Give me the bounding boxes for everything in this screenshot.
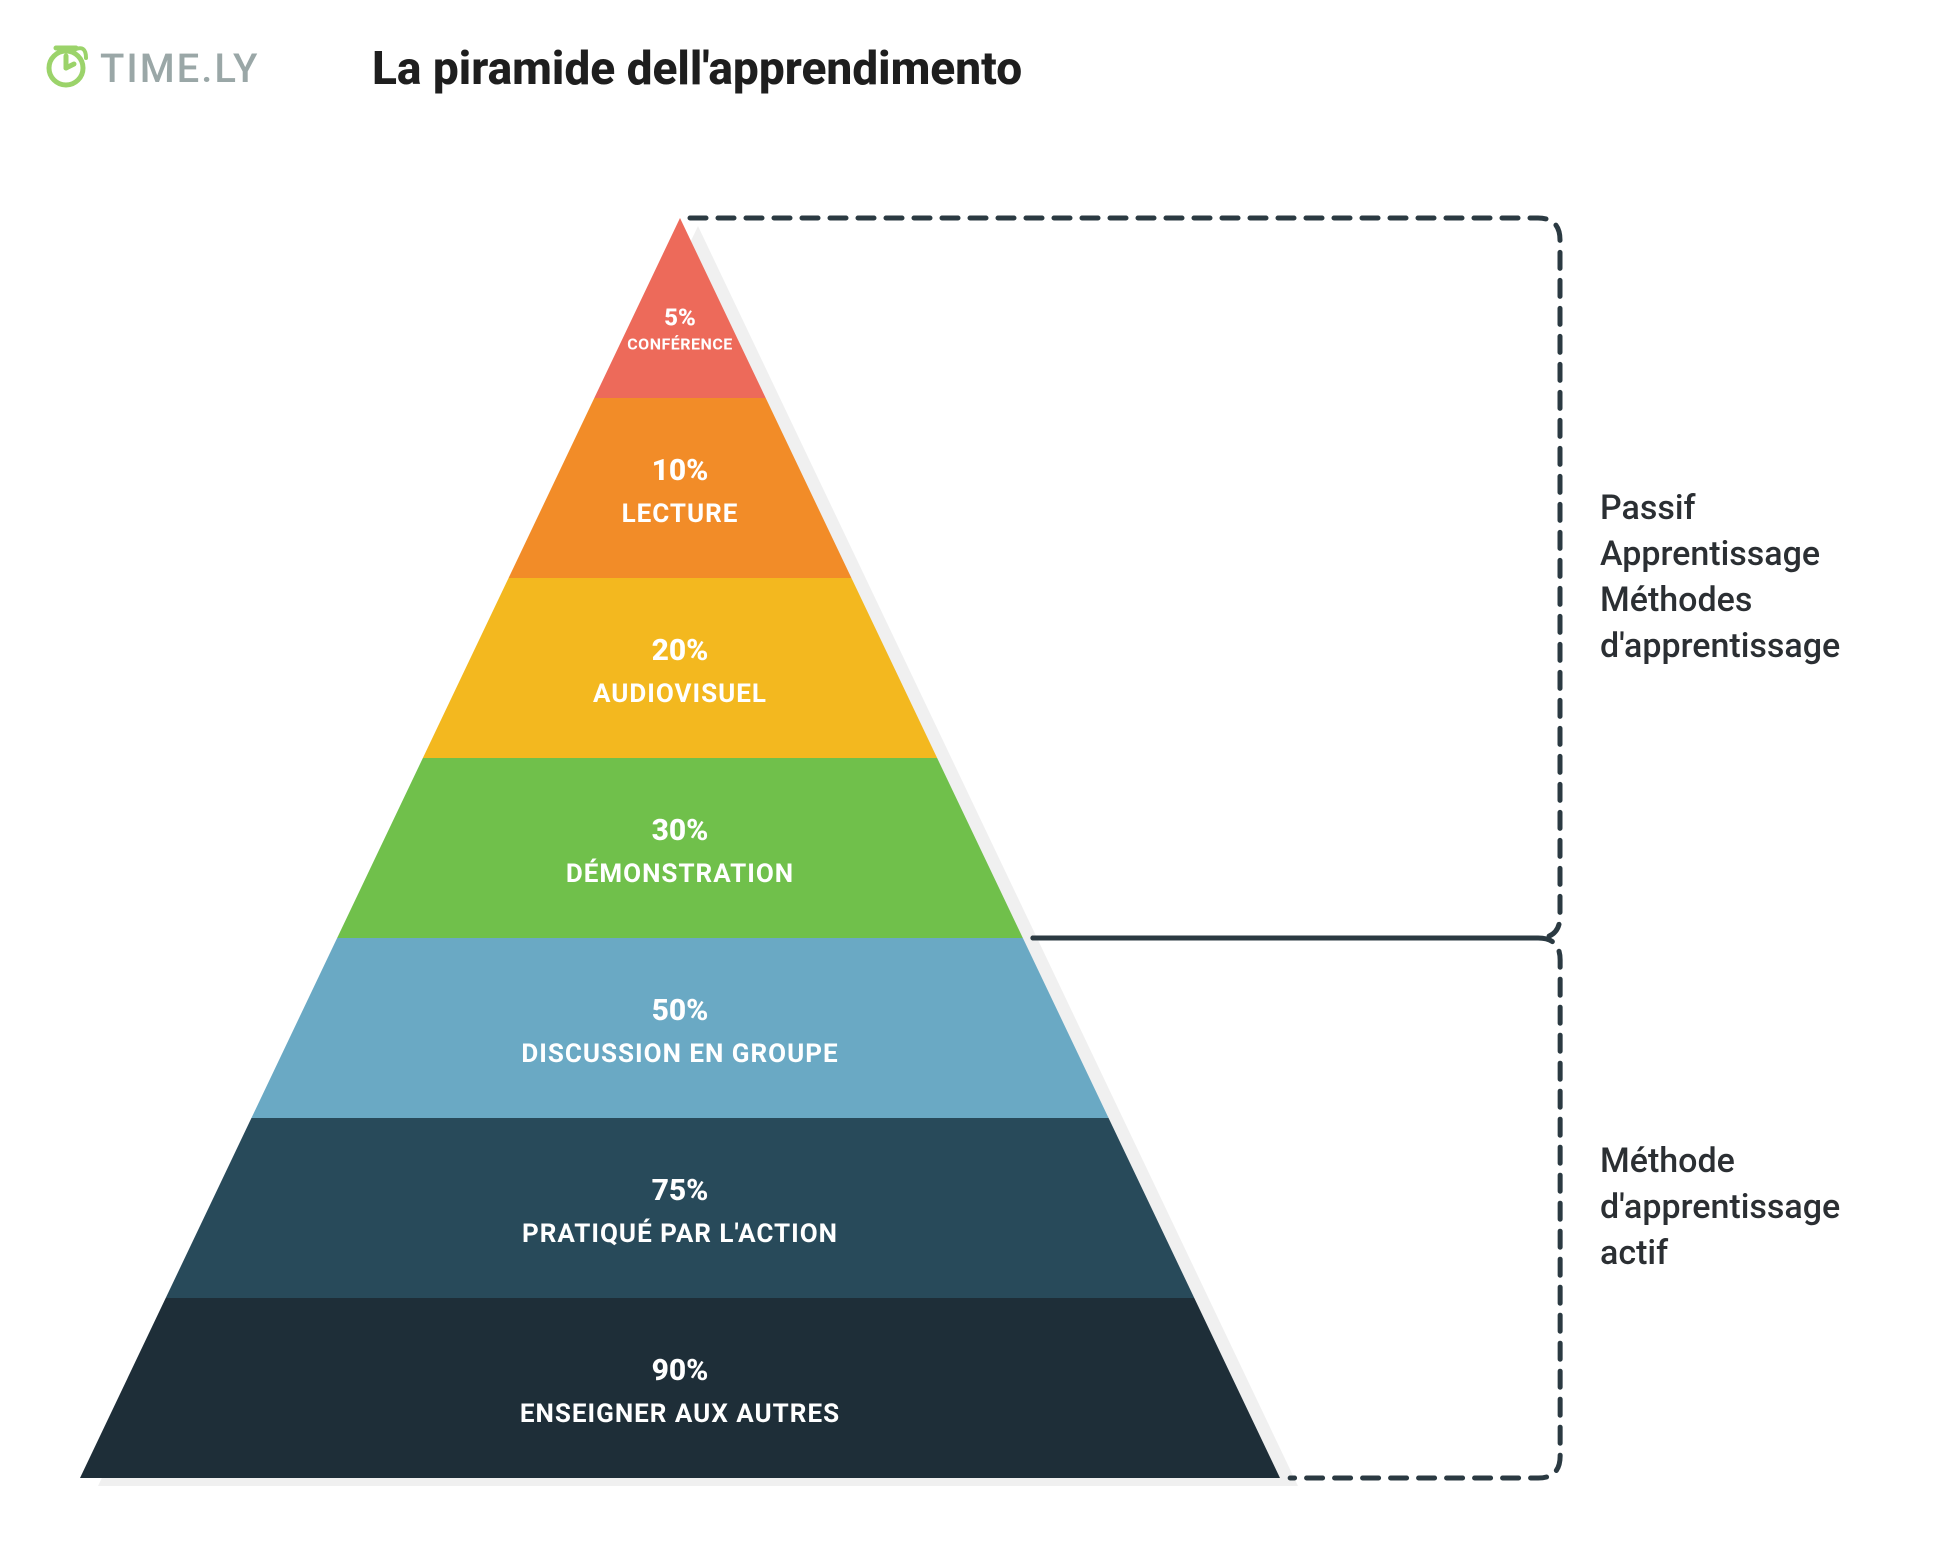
bracket-path [1033,938,1560,1478]
pyramid-layer [251,938,1108,1118]
bracket-label-line: d'apprentissage [1600,624,1840,670]
bracket-active-label: Méthoded'apprentissageactif [1600,1139,1840,1277]
layer-percent: 50% [652,993,709,1028]
bracket-passive-label: PassifApprentissageMéthodesd'apprentissa… [1600,486,1840,670]
bracket-passive [690,214,1564,942]
layer-label: ENSEIGNER AUX AUTRES [520,1399,840,1429]
timely-logo-icon [42,42,90,94]
layer-label: PRATIQUÉ PAR L'ACTION [522,1218,838,1249]
brand-name: TIME.LY [100,45,259,92]
bracket-label-line: Passif [1600,486,1840,532]
layer-percent: 75% [652,1173,709,1208]
page-title: La piramide dell'apprendimento [372,42,1022,96]
bracket-active [1033,934,1564,1482]
bracket-label-line: Méthode [1600,1139,1840,1185]
bracket-label-line: Apprentissage [1600,532,1840,578]
bracket-label-line: Méthodes [1600,578,1840,624]
layer-percent: 90% [652,1353,709,1388]
bracket-label-line: actif [1600,1231,1840,1277]
brand-logo: TIME.LY [42,42,259,94]
layer-label: DISCUSSION EN GROUPE [521,1039,838,1069]
bracket-label-line: d'apprentissage [1600,1185,1840,1231]
canvas: TIME.LY La piramide dell'apprendimento 5… [0,0,1936,1548]
bracket-path [690,218,1560,938]
